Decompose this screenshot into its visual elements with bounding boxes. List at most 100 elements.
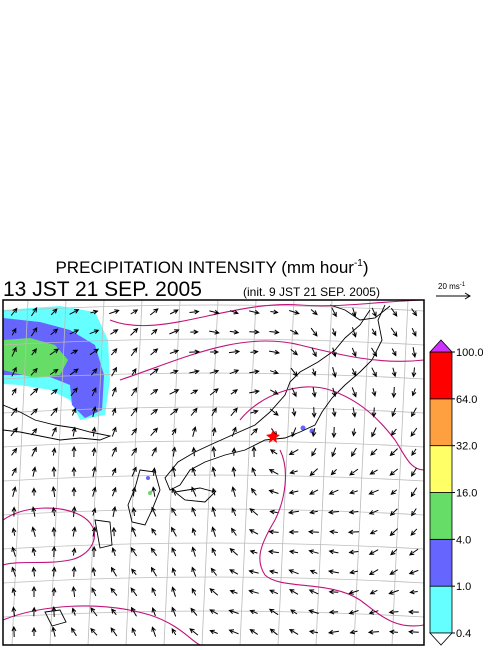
- wind-arrow: [51, 605, 57, 617]
- init-time: (init. 9 JST 21 SEP. 2005): [243, 285, 380, 299]
- wind-arrow: [91, 587, 97, 597]
- wind-arrow: [351, 307, 357, 318]
- wind-arrow: [289, 310, 300, 315]
- wind-arrow: [171, 487, 177, 496]
- wind-arrow: [349, 468, 359, 476]
- wind-arrow: [231, 486, 237, 497]
- wind-arrow: [151, 607, 157, 617]
- wind-arrow: [211, 427, 217, 436]
- wind-arrow: [71, 526, 77, 537]
- wind-arrow: [71, 585, 77, 597]
- wind-arrow: [351, 407, 357, 418]
- wind-arrow: [151, 467, 157, 476]
- wind-arrow: [348, 610, 359, 615]
- wind-arrow: [410, 528, 418, 536]
- coastline: [127, 469, 161, 526]
- grid-line: [87, 300, 105, 645]
- wind-arrow: [31, 428, 38, 436]
- wind-arrow: [349, 569, 358, 575]
- wind-arrow: [390, 327, 398, 338]
- wind-arrow: [327, 509, 339, 515]
- colorbar-label: 4.0: [456, 534, 471, 546]
- wind-arrow: [170, 369, 179, 375]
- wind-arrow: [130, 387, 138, 397]
- contour: [119, 340, 424, 381]
- wind-arrow: [411, 508, 417, 517]
- wind-arrow: [371, 347, 378, 358]
- wind-arrow: [189, 309, 200, 315]
- wind-arrow: [408, 609, 419, 615]
- wind-arrow: [228, 349, 241, 355]
- wind-arrow: [50, 328, 59, 336]
- wind-arrow: [131, 568, 137, 576]
- wind-arrow: [308, 629, 319, 635]
- wind-arrow: [151, 506, 157, 517]
- colorbar-under: [429, 632, 453, 646]
- wind-arrow: [331, 407, 337, 418]
- wind-arrow: [171, 465, 177, 477]
- wind-arrow: [229, 589, 238, 595]
- wind-arrow: [51, 587, 57, 596]
- wind-arrow: [191, 546, 197, 557]
- wind-arrow: [289, 589, 299, 595]
- wind-arrow: [251, 445, 257, 458]
- wind-arrow: [211, 466, 217, 477]
- wind-arrow: [150, 547, 158, 556]
- wind-arrow: [11, 486, 17, 497]
- title-sup: -1: [354, 258, 363, 269]
- wind-arrow: [131, 447, 138, 456]
- wind-arrow: [31, 506, 37, 517]
- wind-arrow: [307, 529, 319, 535]
- wind-arrow: [411, 308, 418, 317]
- wind-arrow: [410, 427, 418, 437]
- wind-arrow: [51, 566, 57, 577]
- wind-arrow: [11, 527, 17, 536]
- wind-arrow: [229, 309, 239, 315]
- wind-arrow: [209, 609, 219, 615]
- wind-arrow: [30, 387, 39, 396]
- wind-arrow: [388, 609, 399, 615]
- colorbar-label: 32.0: [456, 441, 477, 453]
- grid-line: [277, 300, 295, 645]
- wind-arrow: [371, 407, 377, 418]
- wind-arrow: [191, 426, 197, 437]
- wind-arrow: [30, 307, 38, 317]
- wind-arrow: [31, 606, 37, 617]
- wind-arrow: [11, 566, 17, 577]
- wind-arrow: [150, 408, 159, 415]
- wind-arrow: [327, 629, 339, 635]
- wind-arrow: [169, 329, 180, 335]
- wind-arrow: [189, 369, 200, 375]
- wind-arrow: [248, 589, 259, 595]
- wind-arrow: [11, 506, 17, 517]
- wind-arrow: [131, 486, 137, 497]
- wind-arrow: [71, 547, 77, 556]
- wind-arrow: [11, 366, 17, 377]
- wind-arrow: [171, 546, 177, 557]
- wind-arrow: [288, 569, 299, 575]
- wind-arrow: [310, 309, 318, 316]
- wind-arrow: [269, 369, 279, 375]
- wind-arrow: [311, 427, 317, 438]
- wind-arrow: [71, 607, 77, 616]
- wind-arrow: [288, 529, 299, 535]
- wind-arrow: [171, 526, 177, 537]
- wind-arrow: [310, 327, 318, 337]
- wind-arrow: [369, 589, 378, 595]
- colorbar-band: [429, 585, 453, 634]
- wind-arrow: [269, 408, 279, 416]
- wind-arrow: [130, 606, 137, 617]
- wind-arrow: [109, 309, 120, 315]
- wind-arrow: [191, 587, 197, 596]
- wind-arrow: [11, 447, 18, 456]
- wind-arrow: [130, 309, 139, 315]
- wind-arrow: [390, 428, 397, 436]
- wind-arrow: [349, 489, 358, 495]
- wind-arrow: [69, 309, 80, 315]
- wind-arrow: [210, 349, 220, 355]
- wind-arrow: [290, 349, 299, 356]
- precip-spot: [309, 428, 315, 434]
- wind-arrow: [408, 629, 419, 635]
- wind-arrow: [291, 408, 297, 417]
